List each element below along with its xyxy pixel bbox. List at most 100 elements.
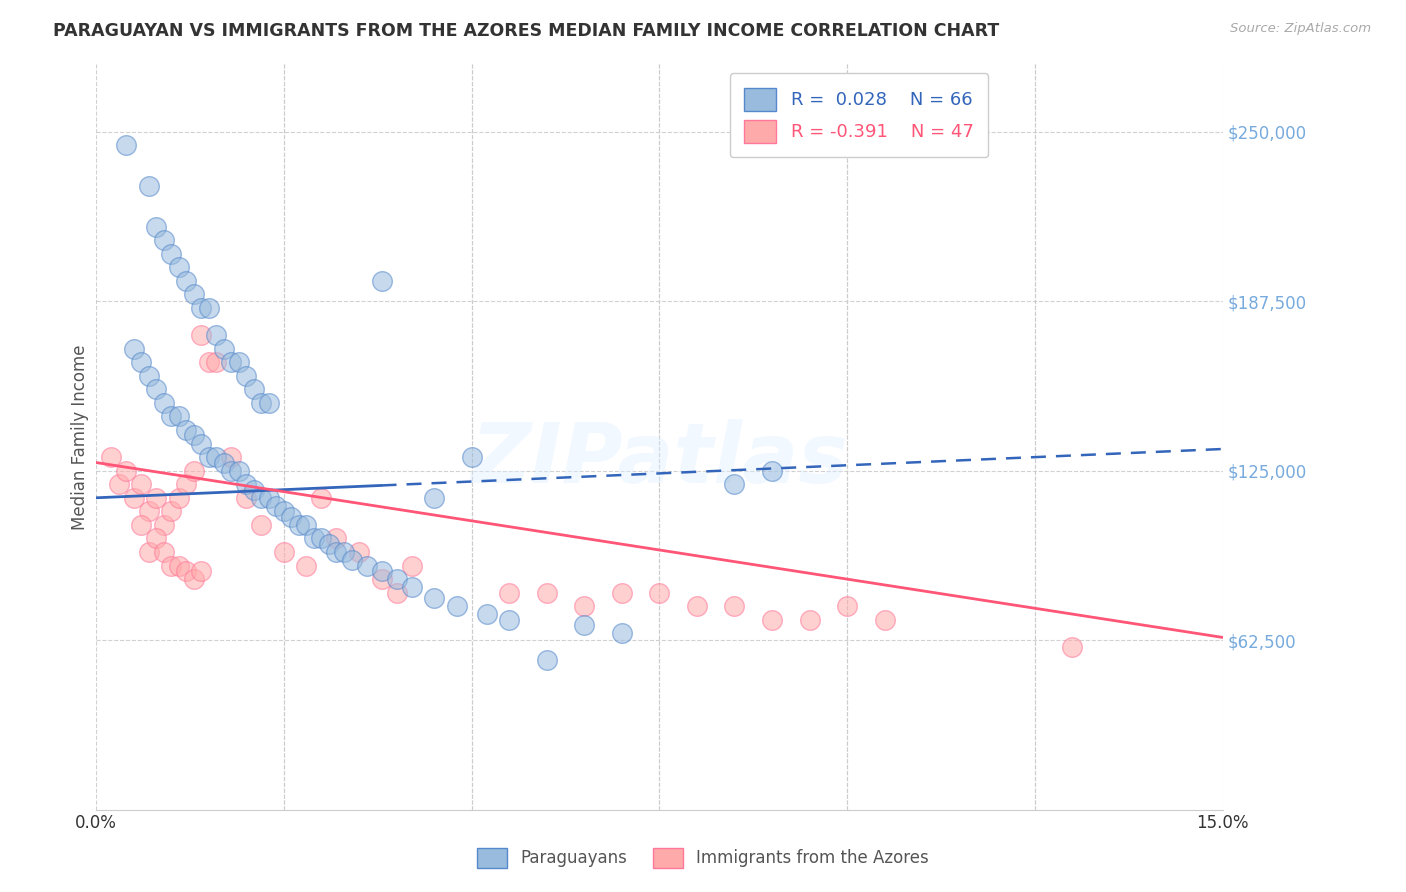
Point xyxy=(401,580,423,594)
Point xyxy=(610,626,633,640)
Point xyxy=(198,301,221,315)
Point xyxy=(385,572,408,586)
Point xyxy=(235,477,257,491)
Legend: Paraguayans, Immigrants from the Azores: Paraguayans, Immigrants from the Azores xyxy=(471,841,935,875)
Point xyxy=(167,491,190,505)
Point xyxy=(370,564,392,578)
Point xyxy=(311,491,333,505)
Point xyxy=(212,456,235,470)
Point xyxy=(221,464,243,478)
Point xyxy=(176,423,198,437)
Point xyxy=(280,509,302,524)
Point xyxy=(145,491,167,505)
Point xyxy=(183,572,205,586)
Point xyxy=(460,450,482,464)
Point xyxy=(122,491,145,505)
Text: Source: ZipAtlas.com: Source: ZipAtlas.com xyxy=(1230,22,1371,36)
Point xyxy=(302,532,325,546)
Point xyxy=(295,517,318,532)
Point xyxy=(536,653,558,667)
Point xyxy=(723,599,745,614)
Point xyxy=(129,477,152,491)
Point xyxy=(835,599,858,614)
Point xyxy=(190,564,212,578)
Point xyxy=(152,233,174,247)
Point xyxy=(152,396,174,410)
Point xyxy=(167,409,190,424)
Point xyxy=(160,409,183,424)
Point xyxy=(761,613,783,627)
Point xyxy=(266,499,288,513)
Point xyxy=(138,368,160,383)
Point xyxy=(536,585,558,599)
Point xyxy=(686,599,709,614)
Point xyxy=(198,450,221,464)
Point xyxy=(221,355,243,369)
Point xyxy=(250,396,273,410)
Point xyxy=(152,545,174,559)
Point xyxy=(228,464,250,478)
Point xyxy=(176,477,198,491)
Point xyxy=(190,436,212,450)
Point xyxy=(138,504,160,518)
Point xyxy=(183,428,205,442)
Point xyxy=(243,383,266,397)
Point xyxy=(799,613,821,627)
Point xyxy=(152,517,174,532)
Point xyxy=(333,545,356,559)
Point xyxy=(610,585,633,599)
Point xyxy=(250,517,273,532)
Point xyxy=(243,483,266,497)
Point xyxy=(873,613,896,627)
Point xyxy=(115,138,138,153)
Point xyxy=(318,537,340,551)
Point xyxy=(107,477,129,491)
Point xyxy=(122,342,145,356)
Point xyxy=(205,328,228,343)
Point xyxy=(325,532,347,546)
Point xyxy=(160,247,183,261)
Text: PARAGUAYAN VS IMMIGRANTS FROM THE AZORES MEDIAN FAMILY INCOME CORRELATION CHART: PARAGUAYAN VS IMMIGRANTS FROM THE AZORES… xyxy=(53,22,1000,40)
Point xyxy=(228,355,250,369)
Point xyxy=(176,564,198,578)
Point xyxy=(176,274,198,288)
Point xyxy=(648,585,671,599)
Point xyxy=(212,342,235,356)
Point xyxy=(295,558,318,573)
Point xyxy=(250,491,273,505)
Point xyxy=(205,355,228,369)
Point xyxy=(288,517,311,532)
Point xyxy=(423,491,446,505)
Point xyxy=(385,585,408,599)
Point xyxy=(190,301,212,315)
Point xyxy=(370,274,392,288)
Point xyxy=(325,545,347,559)
Point xyxy=(1062,640,1084,654)
Point xyxy=(183,287,205,301)
Point xyxy=(129,517,152,532)
Point xyxy=(574,599,596,614)
Point xyxy=(446,599,468,614)
Point xyxy=(115,464,138,478)
Point xyxy=(100,450,122,464)
Legend: R =  0.028    N = 66, R = -0.391    N = 47: R = 0.028 N = 66, R = -0.391 N = 47 xyxy=(730,73,988,157)
Point xyxy=(723,477,745,491)
Point xyxy=(273,504,295,518)
Point xyxy=(347,545,370,559)
Y-axis label: Median Family Income: Median Family Income xyxy=(72,344,89,530)
Point xyxy=(370,572,392,586)
Point xyxy=(311,532,333,546)
Point xyxy=(221,450,243,464)
Point xyxy=(401,558,423,573)
Point xyxy=(340,553,363,567)
Point xyxy=(190,328,212,343)
Point xyxy=(498,613,520,627)
Point xyxy=(167,558,190,573)
Point xyxy=(761,464,783,478)
Point xyxy=(138,179,160,194)
Point xyxy=(498,585,520,599)
Point xyxy=(183,464,205,478)
Point xyxy=(145,219,167,234)
Point xyxy=(235,491,257,505)
Point xyxy=(160,558,183,573)
